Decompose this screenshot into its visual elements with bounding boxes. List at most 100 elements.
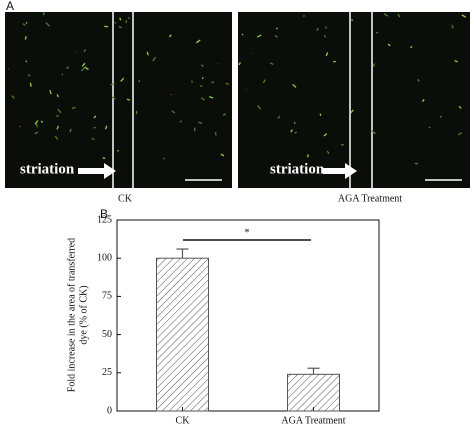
speck: [193, 127, 196, 132]
speck: [49, 90, 52, 95]
speck: [146, 51, 149, 56]
speck: [25, 21, 28, 24]
speck: [319, 113, 322, 116]
significance-label: *: [245, 227, 250, 238]
speck: [111, 96, 116, 100]
speck: [225, 82, 230, 85]
y-tick-label: 50: [102, 329, 112, 340]
speck: [118, 26, 123, 29]
speck: [22, 23, 26, 26]
speck: [25, 60, 28, 63]
speck: [80, 67, 86, 72]
speck: [351, 19, 353, 22]
speck: [126, 98, 131, 101]
speck: [257, 34, 262, 38]
speck: [34, 131, 39, 135]
speck: [294, 131, 298, 134]
speck: [323, 133, 328, 137]
speck: [372, 63, 376, 67]
speck: [163, 157, 166, 160]
y-tick-label: 0: [107, 405, 112, 416]
speck: [57, 108, 62, 114]
speck: [323, 34, 327, 38]
image-annotation: striation: [20, 161, 75, 177]
speck: [290, 129, 293, 133]
speck: [56, 125, 60, 130]
speck: [454, 59, 458, 63]
speck: [349, 109, 354, 114]
speck: [71, 106, 76, 109]
x-tick-label: AGA Treatment: [281, 415, 345, 426]
speck: [292, 83, 297, 88]
speck: [220, 153, 225, 157]
speck: [81, 62, 86, 67]
speck: [40, 120, 44, 123]
speck: [11, 95, 15, 99]
speck: [387, 43, 391, 47]
speck: [326, 150, 330, 155]
speck: [69, 128, 72, 133]
speck: [110, 83, 115, 86]
speck: [200, 64, 204, 68]
y-tick-label: 25: [102, 367, 112, 378]
arrow: [323, 163, 357, 179]
speck: [421, 98, 425, 103]
speck: [451, 24, 454, 29]
y-tick-label: 100: [97, 252, 112, 263]
speck: [200, 97, 206, 101]
speck: [66, 66, 70, 70]
image-caption: AGA Treatment: [338, 193, 402, 204]
bar: [156, 257, 209, 412]
x-tick-label: CK: [176, 415, 191, 426]
speck: [410, 45, 413, 49]
speck: [54, 135, 59, 140]
y-axis-title: Fold increase in the area of transferred…: [66, 238, 89, 392]
y-axis-title-line: Fold increase in the area of transferred: [66, 238, 77, 392]
speck: [195, 39, 201, 44]
speck: [35, 123, 38, 128]
speck: [274, 34, 278, 38]
image-caption: CK: [118, 193, 133, 204]
speck: [119, 17, 122, 21]
speck: [45, 22, 50, 27]
speck: [42, 11, 45, 16]
panel-label: A: [6, 0, 14, 13]
speck: [24, 36, 27, 40]
speck: [93, 115, 97, 119]
speck: [277, 115, 281, 119]
speck: [257, 105, 261, 110]
micrograph: [5, 12, 232, 188]
speck: [417, 78, 420, 82]
bar: [287, 373, 340, 412]
speck: [383, 13, 389, 17]
speck: [371, 130, 376, 135]
speck: [127, 16, 130, 20]
speck: [293, 122, 296, 124]
speck: [208, 96, 214, 99]
micrographs: striation striation: [5, 11, 470, 188]
micrograph: [238, 12, 470, 188]
speck: [269, 62, 274, 65]
speck: [439, 115, 442, 119]
speck: [461, 14, 467, 18]
speck: [171, 110, 176, 114]
speck: [457, 132, 463, 136]
y-tick-label: 125: [97, 214, 112, 225]
speck: [428, 126, 431, 129]
speck: [262, 79, 266, 84]
speck: [91, 137, 95, 141]
speck: [198, 121, 203, 124]
speck: [102, 157, 106, 159]
image-annotation: striation: [270, 161, 325, 177]
speck: [27, 74, 31, 77]
y-tick-label: 75: [102, 291, 112, 302]
speck: [34, 120, 39, 125]
speck: [179, 120, 182, 123]
y-axis-title-line: dye (% of CK): [78, 285, 89, 344]
speck: [84, 66, 89, 71]
speck: [200, 85, 203, 88]
speck: [275, 27, 278, 30]
error-bar: [307, 367, 320, 375]
speck: [316, 27, 319, 32]
